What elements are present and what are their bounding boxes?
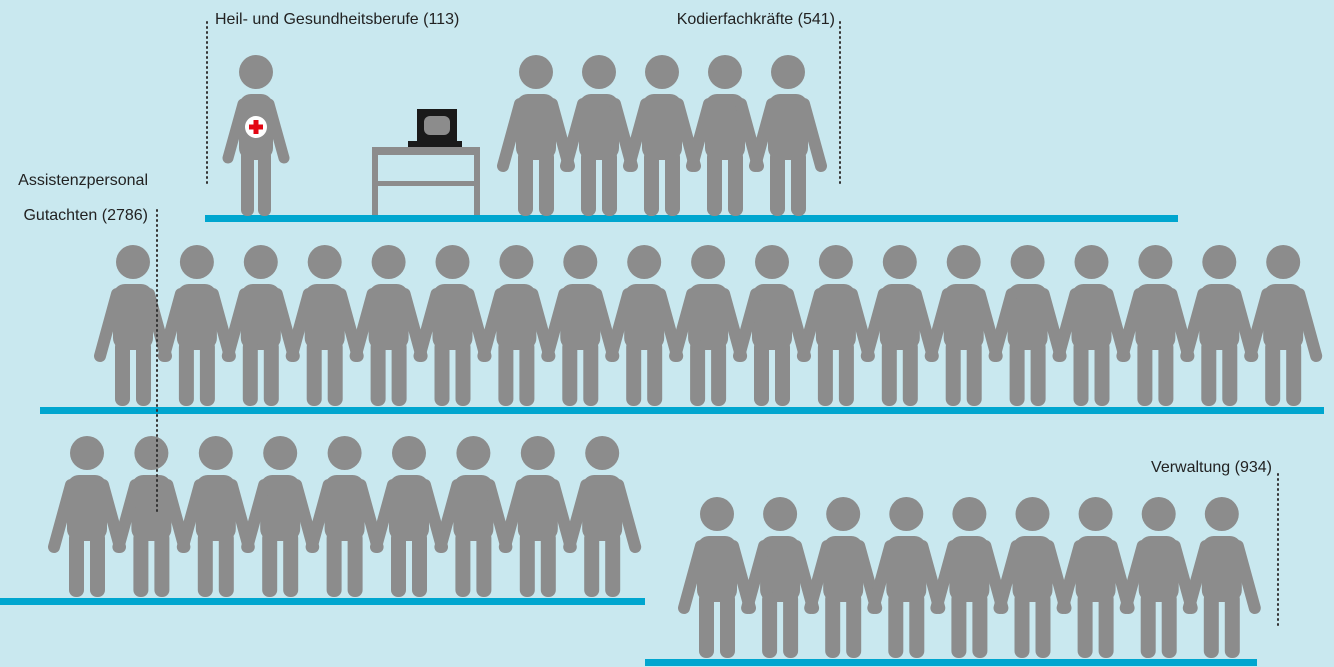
desk bbox=[372, 109, 480, 215]
shelf bbox=[0, 598, 645, 605]
shelf bbox=[40, 407, 1324, 414]
group-label: Heil- und Gesundheitsberufe (113) bbox=[215, 11, 459, 28]
group-label: Kodierfachkräfte (541) bbox=[677, 11, 835, 28]
group-label: Verwaltung (934) bbox=[1151, 459, 1272, 476]
shelf bbox=[205, 215, 1178, 222]
group-label: Gutachten (2786) bbox=[23, 207, 148, 224]
shelf bbox=[645, 659, 1257, 666]
group-label: Assistenzpersonal bbox=[18, 172, 148, 189]
